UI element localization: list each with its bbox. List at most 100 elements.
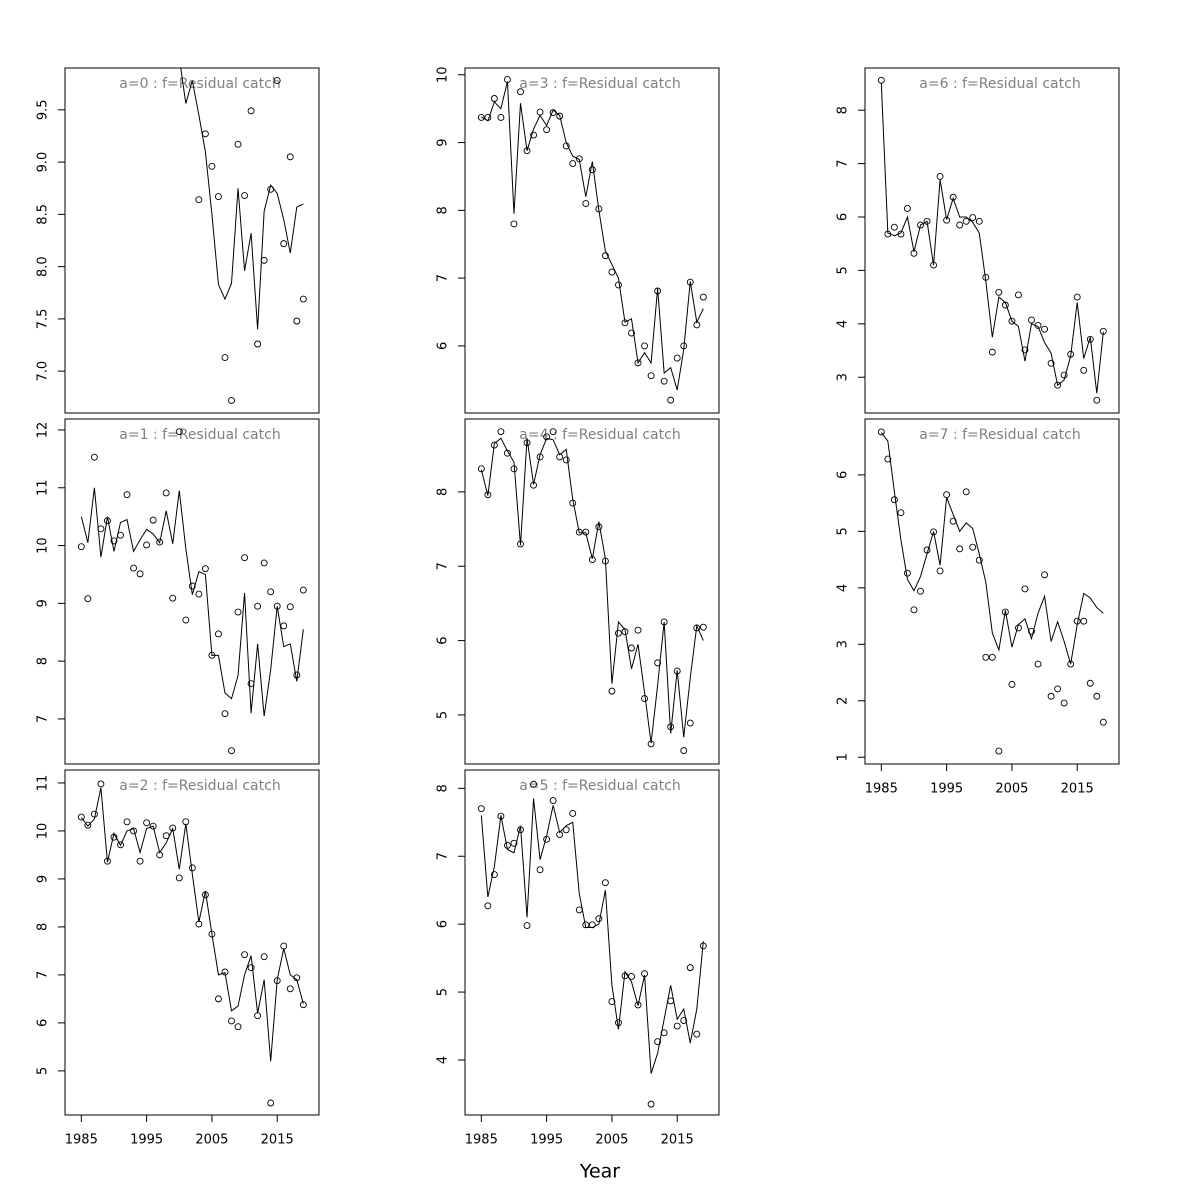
point — [628, 329, 635, 337]
point — [221, 710, 229, 718]
point — [241, 951, 249, 959]
y-tick-label: 8.5 — [36, 204, 51, 225]
point — [601, 879, 609, 887]
point — [897, 509, 905, 517]
y-tick-label: 7 — [436, 562, 451, 570]
point — [260, 256, 268, 264]
x-tick-label: 1985 — [865, 782, 898, 797]
point — [608, 268, 616, 276]
y-tick-label: 5 — [836, 266, 851, 274]
point — [884, 455, 892, 463]
plot-frame — [64, 67, 320, 414]
point — [84, 821, 92, 829]
fitted-line — [880, 83, 1104, 394]
y-tick-label: 7 — [436, 852, 451, 860]
point — [699, 293, 707, 301]
point — [273, 77, 281, 84]
point — [175, 874, 183, 882]
y-tick-label: 11 — [36, 775, 51, 792]
plot-area — [877, 76, 1107, 404]
plot-frame — [64, 418, 320, 765]
point — [110, 537, 118, 545]
y-tick-label: 8 — [436, 784, 451, 792]
point — [569, 160, 577, 168]
point — [188, 582, 196, 590]
point — [510, 839, 518, 847]
y-tick-label: 3 — [836, 373, 851, 381]
panel-title: a=1 : f=Residual catch — [119, 427, 280, 443]
point — [497, 114, 505, 121]
point — [1093, 396, 1101, 404]
x-tick-label: 2015 — [661, 1133, 694, 1148]
point — [280, 240, 288, 248]
point — [182, 616, 190, 624]
point — [1001, 608, 1009, 616]
point — [936, 172, 944, 180]
point — [299, 295, 307, 303]
y-tick-label: 1 — [836, 753, 851, 761]
point — [982, 653, 990, 661]
plot-area — [77, 780, 307, 1107]
point — [917, 587, 924, 595]
point — [1093, 692, 1101, 700]
point — [536, 108, 544, 116]
point — [693, 1030, 701, 1038]
point — [975, 556, 983, 564]
point — [943, 491, 951, 499]
plot-area — [180, 68, 307, 404]
y-tick-label: 5 — [436, 711, 451, 719]
y-tick-label: 5 — [836, 527, 851, 535]
plot-frame — [864, 418, 1120, 765]
point — [77, 813, 85, 821]
plot-frame — [464, 418, 720, 765]
point — [254, 602, 262, 610]
point — [930, 528, 938, 536]
point — [995, 288, 1003, 296]
y-tick-label: 8 — [436, 206, 451, 214]
point — [228, 747, 235, 755]
y-tick-label: 10 — [36, 823, 51, 840]
point — [654, 1038, 662, 1046]
point — [988, 348, 996, 356]
point — [299, 586, 307, 594]
y-tick-label: 9 — [436, 138, 451, 146]
point — [84, 595, 92, 603]
y-tick-label: 7.5 — [36, 309, 51, 330]
panel: a=4 : f=Residual catch 5 6 7 8 — [436, 418, 720, 765]
y-tick-label: 10 — [436, 67, 451, 84]
y-tick-label: 7 — [36, 715, 51, 723]
point — [234, 608, 242, 616]
point — [299, 1001, 307, 1009]
y-tick-label: 8 — [36, 923, 51, 931]
x-tick-label: 1995 — [530, 1133, 563, 1148]
point — [490, 95, 498, 102]
point — [90, 453, 98, 461]
point — [1080, 366, 1088, 374]
point — [1008, 680, 1016, 688]
point — [90, 810, 98, 818]
point — [260, 953, 268, 961]
point — [1054, 381, 1062, 389]
point — [686, 964, 694, 972]
point — [949, 193, 957, 201]
y-tick-label: 7.0 — [36, 361, 51, 382]
point — [634, 1001, 642, 1009]
panel: a=7 : f=Residual catch 1 2 3 4 5 6 1985 1995 2005… — [836, 418, 1120, 797]
point — [582, 528, 590, 536]
point — [608, 687, 616, 695]
panel: a=2 : f=Residual catch 5 6 7 8 9 10 11 1985 1995 2… — [36, 769, 320, 1148]
point — [562, 826, 570, 834]
plot-area — [77, 428, 307, 755]
plot-frame — [464, 67, 720, 414]
point — [497, 428, 505, 436]
point — [936, 567, 944, 575]
point — [490, 441, 498, 449]
point — [293, 671, 301, 679]
y-tick-label: 9.0 — [36, 152, 51, 173]
point — [267, 1099, 275, 1107]
point — [543, 126, 551, 134]
point — [890, 223, 898, 231]
point — [956, 545, 964, 553]
point — [523, 922, 531, 929]
point — [975, 217, 983, 225]
